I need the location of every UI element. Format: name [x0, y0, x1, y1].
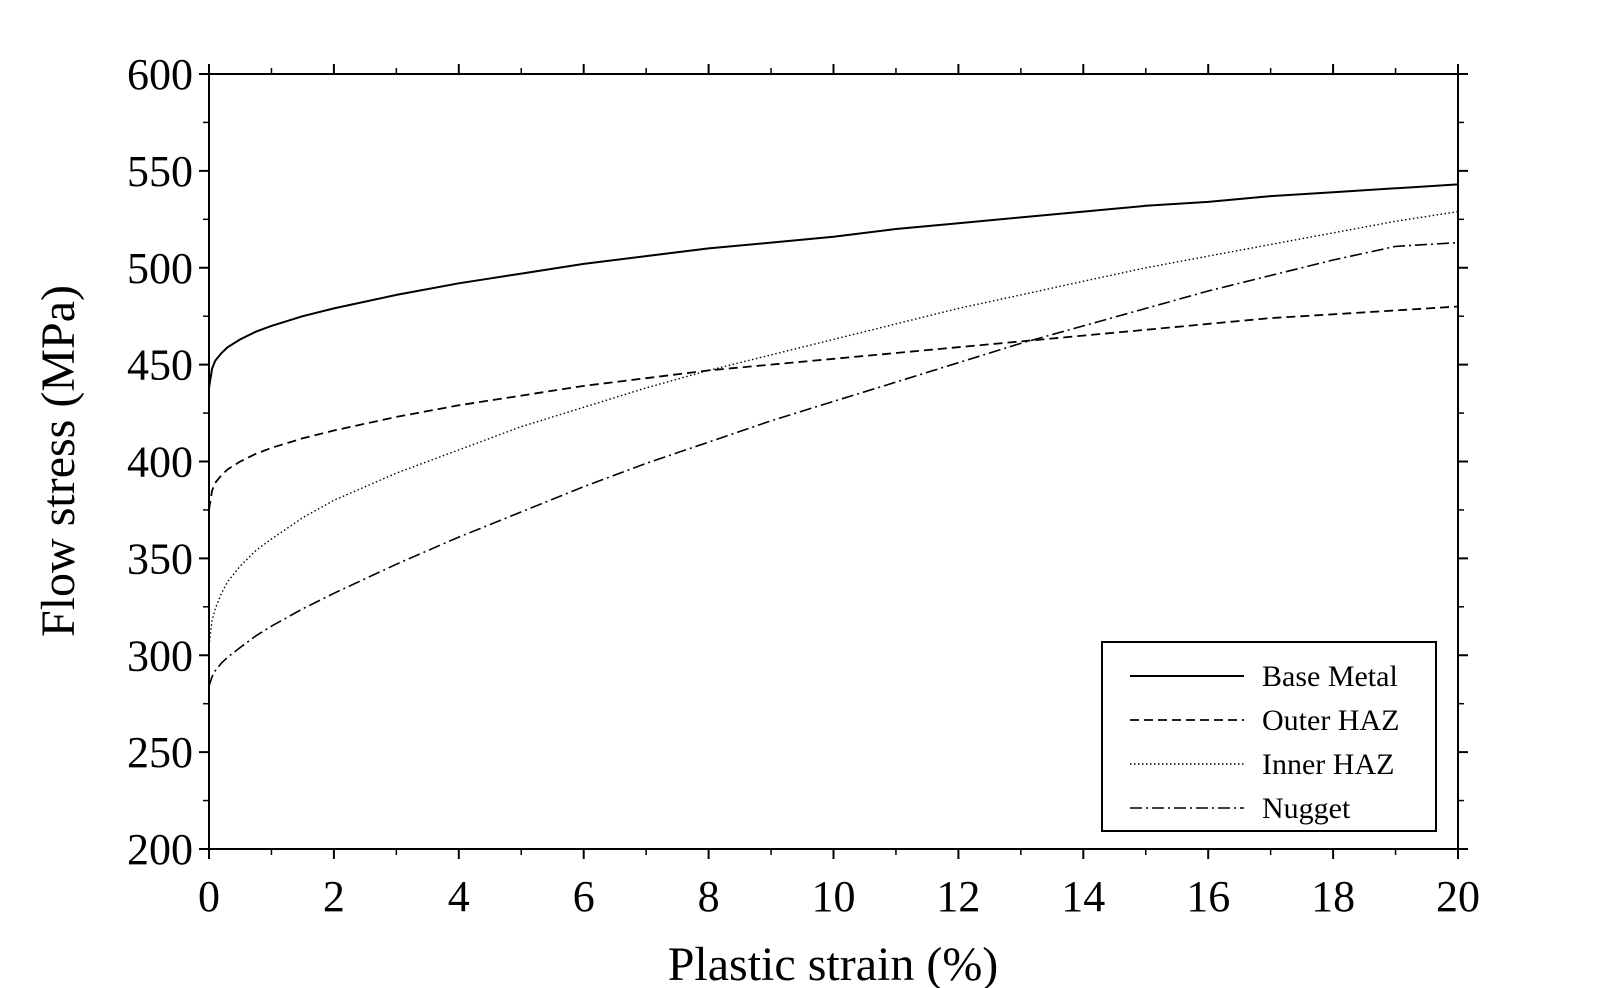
x-tick-label: 4	[448, 872, 470, 921]
x-tick-label: 16	[1186, 872, 1230, 921]
y-tick-label: 250	[127, 728, 193, 777]
x-tick-label: 6	[573, 872, 595, 921]
axis-tick-labels: 0 2 4 6 8 10 12 14 16 18 20 200 250 300 350 400 450 500 55…	[127, 50, 1480, 921]
legend-label-inner-haz: Inner HAZ	[1262, 748, 1394, 781]
data-series	[208, 183, 1459, 687]
x-tick-label: 14	[1061, 872, 1105, 921]
x-tick-label: 18	[1311, 872, 1355, 921]
legend: Base Metal Outer HAZ Inner HAZ Nugget	[1101, 641, 1437, 832]
series-line-base-metal	[208, 183, 1459, 389]
x-tick-label: 12	[936, 872, 980, 921]
legend-items: Base Metal Outer HAZ Inner HAZ Nugget	[1130, 660, 1399, 825]
series-line-inner-haz	[208, 210, 1459, 646]
x-tick-label: 2	[323, 872, 345, 921]
y-tick-label: 300	[127, 631, 193, 680]
series-line-outer-haz	[208, 305, 1459, 511]
axis-ticks	[199, 64, 1468, 859]
x-tick-label: 0	[198, 872, 220, 921]
x-tick-label: 8	[698, 872, 720, 921]
y-tick-label: 500	[127, 244, 193, 293]
x-axis-label: Plastic strain (%)	[668, 938, 999, 988]
legend-box	[1101, 641, 1437, 832]
y-tick-label: 550	[127, 147, 193, 196]
y-tick-label: 600	[127, 50, 193, 99]
legend-label-nugget: Nugget	[1262, 792, 1351, 825]
y-tick-label: 200	[127, 825, 193, 874]
x-tick-label: 10	[812, 872, 856, 921]
series-line-nugget	[208, 241, 1459, 687]
legend-label-outer-haz: Outer HAZ	[1262, 704, 1399, 737]
legend-label-base-metal: Base Metal	[1262, 660, 1398, 693]
y-tick-label: 450	[127, 341, 193, 390]
y-tick-label: 350	[127, 534, 193, 583]
y-tick-label: 400	[127, 438, 193, 487]
x-tick-label: 20	[1436, 872, 1480, 921]
y-axis-label: Flow stress (MPa)	[32, 285, 85, 637]
